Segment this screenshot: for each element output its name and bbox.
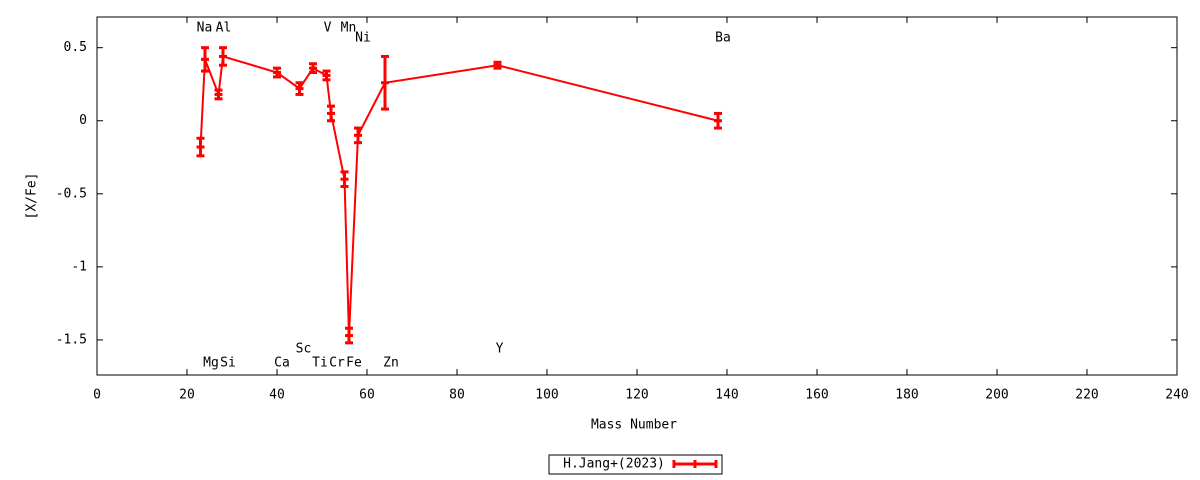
error-bar <box>214 88 223 101</box>
error-bar <box>493 60 502 70</box>
element-label: Si <box>220 356 236 371</box>
x-tick-label: 180 <box>895 388 918 403</box>
legend-box <box>548 454 723 475</box>
error-bar <box>345 326 353 345</box>
element-label: Fe <box>346 356 362 371</box>
x-tick-label: 60 <box>359 388 375 403</box>
x-tick-label: 20 <box>179 388 195 403</box>
y-tick-label: 0 <box>79 113 87 128</box>
element-label: Ca <box>274 356 290 371</box>
x-axis-label: Mass Number <box>591 418 677 433</box>
x-tick-label: 100 <box>535 388 558 403</box>
legend-swatch <box>672 460 718 468</box>
error-bar <box>340 170 349 189</box>
element-label: Cr <box>329 356 345 371</box>
element-label: Mn <box>341 21 357 36</box>
error-bar <box>354 126 362 145</box>
x-tick-label: 160 <box>805 388 828 403</box>
error-bar <box>196 136 205 158</box>
x-tick-label: 40 <box>269 388 285 403</box>
legend-label: H.Jang+(2023) <box>563 457 665 472</box>
y-tick-label: 0.5 <box>64 40 87 55</box>
plot-frame <box>96 16 1178 376</box>
error-bar <box>273 66 281 79</box>
y-tick-label: -1 <box>71 259 87 274</box>
element-label: Mg <box>203 356 219 371</box>
x-tick-label: 140 <box>715 388 738 403</box>
x-tick-label: 240 <box>1165 388 1188 403</box>
y-tick-label: -0.5 <box>56 186 87 201</box>
error-bar <box>295 81 304 96</box>
element-label: V <box>324 21 332 36</box>
element-label: Al <box>216 21 232 36</box>
error-bar <box>327 104 335 123</box>
error-bar <box>381 54 389 111</box>
error-bar <box>322 69 331 82</box>
element-label: Ba <box>715 31 731 46</box>
element-label: Y <box>496 342 504 357</box>
x-tick-label: 200 <box>985 388 1008 403</box>
x-tick-label: 80 <box>449 388 465 403</box>
element-label: Ti <box>312 356 328 371</box>
error-bar <box>219 46 227 67</box>
element-label: Zn <box>383 356 399 371</box>
element-label: Ni <box>355 31 371 46</box>
x-tick-label: 220 <box>1075 388 1098 403</box>
y-axis-label: [X/Fe] <box>25 173 40 220</box>
data-line <box>199 55 719 336</box>
x-tick-label: 120 <box>625 388 648 403</box>
y-tick-label: -1.5 <box>56 332 87 347</box>
element-label: Sc <box>296 342 312 357</box>
element-label: Na <box>197 21 213 36</box>
error-bar <box>309 62 317 75</box>
error-bar <box>714 111 722 130</box>
x-tick-label: 0 <box>93 388 101 403</box>
error-bar <box>201 46 209 73</box>
